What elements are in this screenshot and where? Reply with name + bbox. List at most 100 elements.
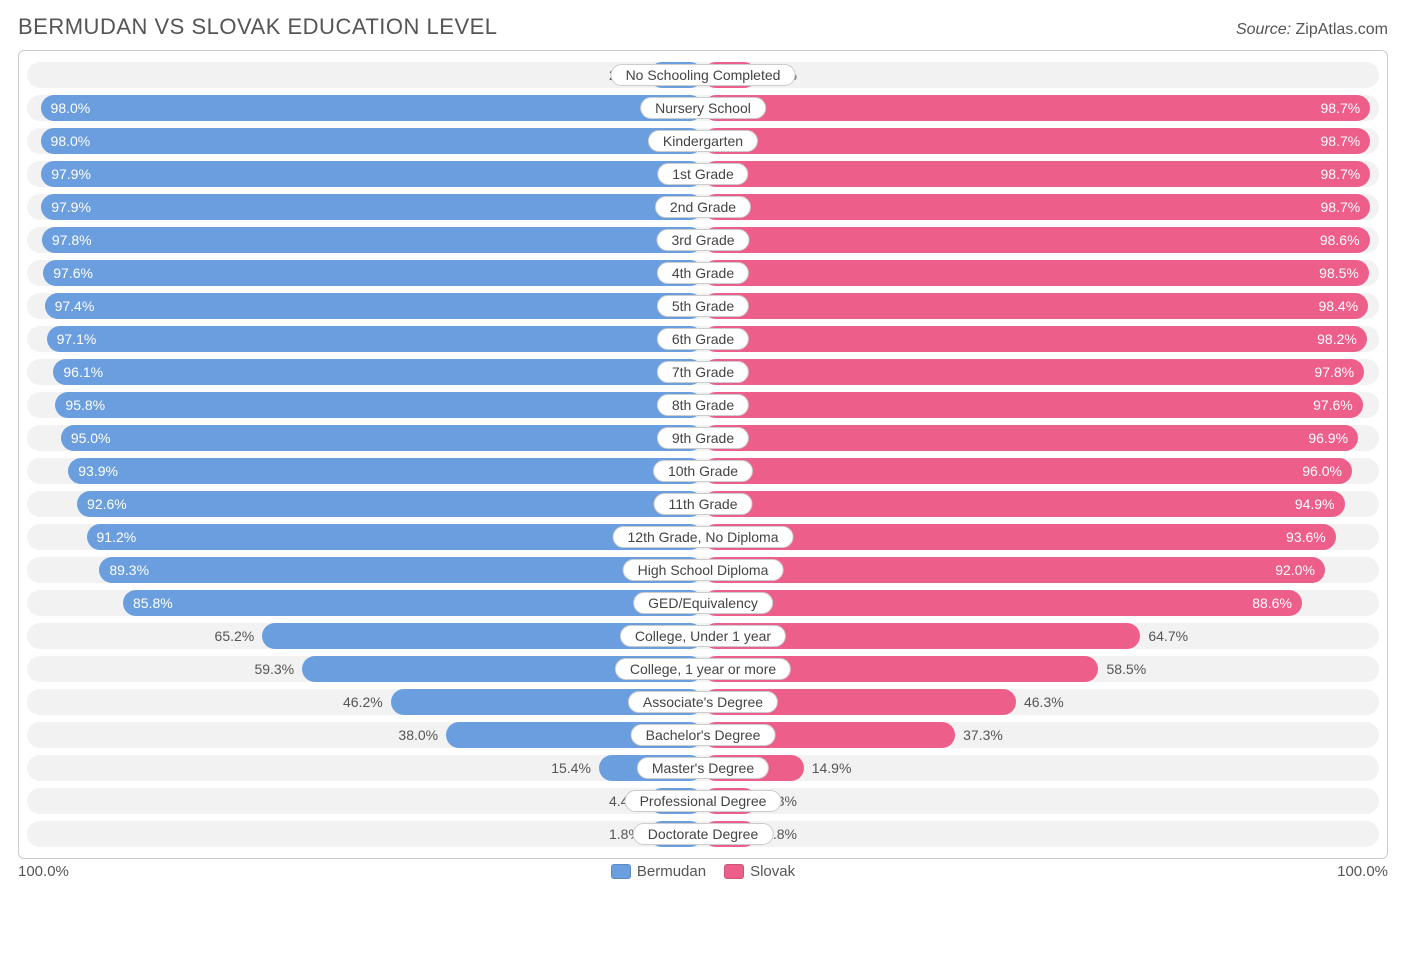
legend-item-left: Bermudan <box>611 863 706 880</box>
bar-value-left: 97.9% <box>51 166 91 182</box>
bar-half-left: 98.0% <box>27 95 703 121</box>
bar-half-right: 4.3% <box>703 788 1379 814</box>
bar-half-right: 98.7% <box>703 161 1379 187</box>
category-label: 10th Grade <box>653 460 753 482</box>
category-label: 6th Grade <box>657 328 749 350</box>
legend-swatch-right <box>724 864 744 879</box>
bar-value-right: 98.7% <box>1321 133 1361 149</box>
bar-left: 91.2% <box>87 524 704 550</box>
bar-value-left: 85.8% <box>133 595 173 611</box>
category-label: High School Diploma <box>623 559 784 581</box>
bar-value-left: 96.1% <box>63 364 103 380</box>
chart-row: 65.2%64.7%College, Under 1 year <box>27 623 1379 649</box>
category-label: Doctorate Degree <box>633 823 774 845</box>
bar-right: 98.7% <box>703 95 1370 121</box>
bar-value-left: 98.0% <box>51 133 91 149</box>
bar-value-right: 97.8% <box>1314 364 1354 380</box>
chart-row: 97.8%98.6%3rd Grade <box>27 227 1379 253</box>
bar-right: 98.4% <box>703 293 1368 319</box>
bar-half-left: 95.0% <box>27 425 703 451</box>
bar-value-right: 46.3% <box>1024 694 1064 710</box>
bar-half-left: 1.8% <box>27 821 703 847</box>
chart-row: 96.1% 97.8% 7th Grade <box>27 359 1379 385</box>
bar-left: 89.3% <box>99 557 703 583</box>
category-label: GED/Equivalency <box>633 592 773 614</box>
category-label: 9th Grade <box>657 427 749 449</box>
bar-right: 98.5% <box>703 260 1369 286</box>
chart-title: BERMUDAN VS SLOVAK EDUCATION LEVEL <box>18 14 498 40</box>
bar-value-right: 88.6% <box>1252 595 1292 611</box>
bar-value-left: 65.2% <box>215 628 255 644</box>
bar-right: 96.9% <box>703 425 1358 451</box>
bar-half-right: 98.2% <box>703 326 1379 352</box>
bar-value-left: 89.3% <box>109 562 149 578</box>
bar-half-right: 88.6% <box>703 590 1379 616</box>
bar-value-right: 58.5% <box>1106 661 1146 677</box>
bar-left: 97.1% <box>47 326 703 352</box>
bar-value-left: 97.1% <box>57 331 97 347</box>
bar-value-right: 96.0% <box>1302 463 1342 479</box>
bar-half-right: 46.3% <box>703 689 1379 715</box>
category-label: Associate's Degree <box>628 691 778 713</box>
bar-left: 95.0% <box>61 425 703 451</box>
bar-half-left: 98.0% <box>27 128 703 154</box>
source-label: Source: <box>1236 21 1291 38</box>
bar-half-right: 97.8% <box>703 359 1379 385</box>
bar-value-right: 64.7% <box>1148 628 1188 644</box>
source-name: ZipAtlas.com <box>1296 21 1388 38</box>
bar-left: 96.1% <box>53 359 703 385</box>
bar-left: 97.9% <box>41 194 703 220</box>
bar-right: 92.0% <box>703 557 1325 583</box>
bar-half-left: 97.1% <box>27 326 703 352</box>
bar-half-left: 92.6% <box>27 491 703 517</box>
bar-half-left: 65.2% <box>27 623 703 649</box>
bar-value-left: 95.8% <box>65 397 105 413</box>
bar-half-left: 15.4% <box>27 755 703 781</box>
bar-half-left: 59.3% <box>27 656 703 682</box>
category-label: 7th Grade <box>657 361 749 383</box>
legend: Bermudan Slovak <box>69 863 1337 880</box>
chart-row: 91.2%93.6%12th Grade, No Diploma <box>27 524 1379 550</box>
bar-right: 98.2% <box>703 326 1367 352</box>
bar-value-left: 91.2% <box>97 529 137 545</box>
bar-half-left: 97.6% <box>27 260 703 286</box>
bar-half-right: 98.5% <box>703 260 1379 286</box>
bar-left: 97.9% <box>41 161 703 187</box>
bar-half-left: 93.9% <box>27 458 703 484</box>
bar-value-left: 97.6% <box>53 265 93 281</box>
bar-value-right: 98.5% <box>1319 265 1359 281</box>
bar-half-right: 94.9% <box>703 491 1379 517</box>
bar-value-right: 14.9% <box>812 760 852 776</box>
legend-item-right: Slovak <box>724 863 795 880</box>
chart-row: 98.0%98.7%Nursery School <box>27 95 1379 121</box>
legend-swatch-left <box>611 864 631 879</box>
chart-row: 97.9%98.7%2nd Grade <box>27 194 1379 220</box>
diverging-bar-chart: 2.1%1.3%No Schooling Completed98.0%98.7%… <box>18 50 1388 859</box>
bar-value-right: 97.6% <box>1313 397 1353 413</box>
chart-row: 95.0% 96.9%9th Grade <box>27 425 1379 451</box>
bar-half-right: 1.3% <box>703 62 1379 88</box>
axis-max-left: 100.0% <box>18 863 69 880</box>
bar-value-right: 98.7% <box>1321 166 1361 182</box>
axis-max-right: 100.0% <box>1337 863 1388 880</box>
bar-value-left: 15.4% <box>551 760 591 776</box>
bar-value-left: 95.0% <box>71 430 111 446</box>
bar-half-left: 91.2% <box>27 524 703 550</box>
bar-right: 94.9% <box>703 491 1345 517</box>
category-label: 8th Grade <box>657 394 749 416</box>
bar-half-right: 64.7% <box>703 623 1379 649</box>
chart-footer: 100.0% Bermudan Slovak 100.0% <box>18 863 1388 880</box>
bar-left: 98.0% <box>41 95 703 121</box>
bar-half-right: 96.0% <box>703 458 1379 484</box>
chart-row: 93.9% 96.0% 10th Grade <box>27 458 1379 484</box>
bar-value-right: 98.2% <box>1317 331 1357 347</box>
chart-header: BERMUDAN VS SLOVAK EDUCATION LEVEL Sourc… <box>18 14 1388 40</box>
legend-label-left: Bermudan <box>637 863 706 880</box>
bar-left: 98.0% <box>41 128 703 154</box>
bar-half-left: 97.4% <box>27 293 703 319</box>
bar-left: 85.8% <box>123 590 703 616</box>
bar-right: 97.8% <box>703 359 1364 385</box>
bar-value-left: 38.0% <box>398 727 438 743</box>
chart-row: 97.6%98.5%4th Grade <box>27 260 1379 286</box>
bar-half-left: 85.8% <box>27 590 703 616</box>
